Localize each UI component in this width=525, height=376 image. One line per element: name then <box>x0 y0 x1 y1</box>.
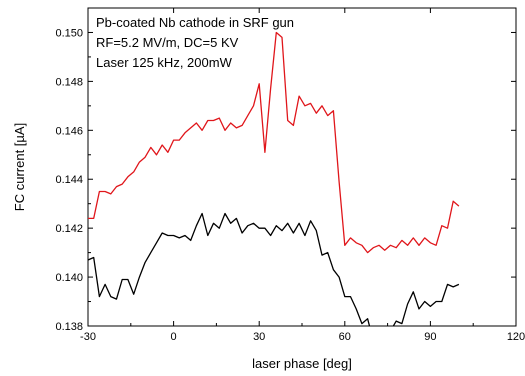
annotation-line-1: Pb-coated Nb cathode in SRF gun <box>96 15 294 30</box>
y-tick-label: 0.140 <box>55 272 83 284</box>
plot-area <box>87 7 517 327</box>
y-tick-label: 0.142 <box>55 223 83 235</box>
series-group <box>88 31 460 326</box>
x-axis: -30 0 30 60 90 120 <box>80 8 525 343</box>
x-tick-label: 60 <box>339 331 351 343</box>
y-axis-label: FC current [µA] <box>12 123 27 211</box>
y-tick-label: 0.144 <box>55 174 83 186</box>
x-tick-label: 120 <box>507 331 525 343</box>
x-tick-label: 30 <box>253 331 265 343</box>
x-tick-label: 0 <box>171 331 177 343</box>
y-tick-label: 0.150 <box>55 27 83 39</box>
series-line-2 <box>88 212 460 326</box>
y-tick-label: 0.148 <box>55 76 83 88</box>
x-axis-label: laser phase [deg] <box>252 356 352 371</box>
x-tick-label: -30 <box>80 331 96 343</box>
annotation-line-2: RF=5.2 MV/m, DC=5 KV <box>96 35 239 50</box>
y-tick-label: 0.146 <box>55 125 83 137</box>
series-line-1 <box>88 31 460 254</box>
y-tick-label: 0.138 <box>55 321 83 333</box>
y-axis: 0.138 0.140 0.142 0.144 0.146 0.148 0.150 <box>55 27 516 333</box>
x-tick-label: 90 <box>424 331 436 343</box>
annotation-line-3: Laser 125 kHz, 200mW <box>96 55 233 70</box>
